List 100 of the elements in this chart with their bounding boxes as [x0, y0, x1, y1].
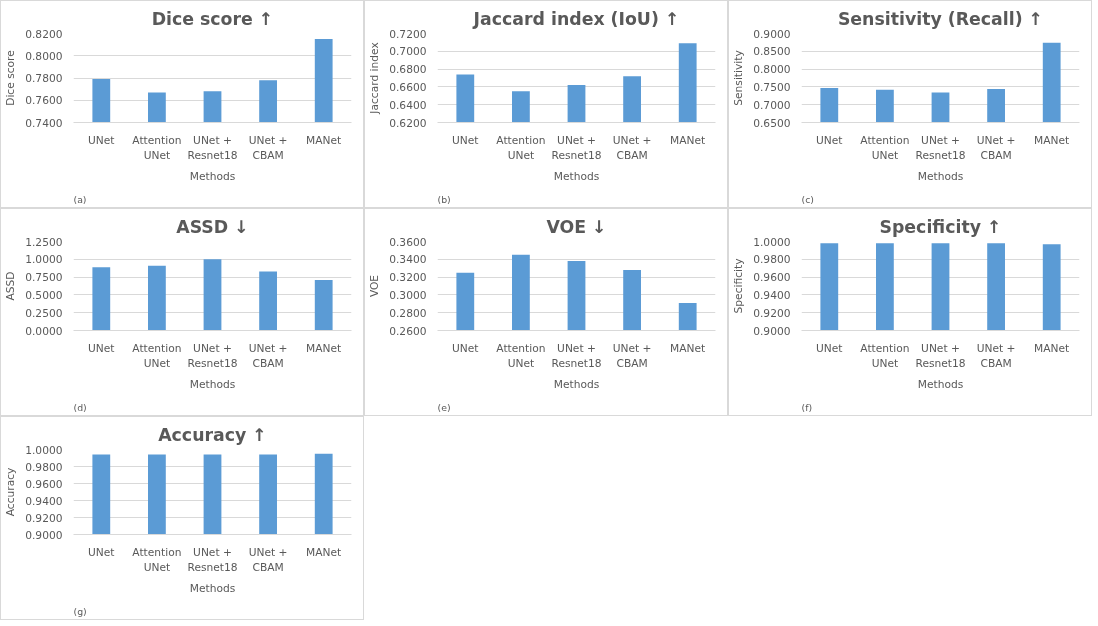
y-tick-label: 0.3400	[389, 253, 427, 267]
y-tick-label: 0.9800	[25, 460, 63, 474]
x-tick-label: Attention UNet	[132, 545, 182, 575]
chart-title: VOE ↓	[546, 216, 607, 237]
x-axis-title: Methods	[553, 378, 600, 392]
y-tick-label: 0.9400	[753, 288, 791, 302]
y-tick-label: 0.8200	[25, 27, 63, 41]
y-tick-label: 0.9000	[25, 528, 63, 542]
chart-title: Jaccard index (IoU) ↑	[472, 8, 680, 29]
x-tick-label: UNet	[88, 545, 115, 559]
y-tick-label: 0.9600	[25, 477, 63, 491]
y-tick-label: 0.3000	[389, 288, 427, 302]
y-tick-label: 0.2500	[25, 306, 63, 320]
x-tick-label: UNet	[452, 133, 479, 147]
x-axis-title: Methods	[917, 378, 964, 392]
y-tick-label: 0.2600	[389, 324, 427, 338]
text: (g)	[73, 605, 87, 617]
y-tick-label: 1.0000	[25, 253, 63, 267]
x-tick-label: Attention UNet	[496, 341, 546, 371]
y-tick-label: 0.7600	[25, 94, 63, 108]
y-tick-label: 0.7000	[389, 45, 427, 59]
y-axis-title: Specificity	[732, 258, 746, 314]
x-tick-label: UNet	[88, 341, 115, 355]
y-tick-label: 0.9800	[753, 253, 791, 267]
x-tick-label: UNet + Resnet18	[551, 133, 602, 163]
y-axis-title: Jaccard index	[368, 42, 382, 115]
y-tick-label: 0.6500	[753, 116, 791, 130]
y-tick-label: 0.7200	[389, 27, 427, 41]
text: (a)	[73, 193, 87, 205]
x-tick-label: UNet	[816, 133, 843, 147]
x-tick-label: UNet + CBAM	[248, 133, 288, 163]
y-tick-label: 0.6600	[389, 80, 427, 94]
chart-title: Dice score ↑	[151, 8, 274, 29]
x-tick-label: UNet + Resnet18	[187, 545, 238, 575]
x-axis-title: Methods	[189, 170, 236, 184]
x-tick-label: UNet + Resnet18	[187, 341, 238, 371]
y-tick-label: 0.9600	[753, 271, 791, 285]
x-tick-label: UNet + Resnet18	[551, 341, 602, 371]
x-tick-label: MANet	[1034, 133, 1070, 147]
y-axis-title: Sensitivity	[732, 50, 746, 106]
y-tick-label: 0.9200	[753, 306, 791, 320]
y-axis-title: Accuracy	[4, 467, 18, 517]
y-tick-label: 0.8000	[25, 49, 63, 63]
x-tick-label: Attention UNet	[860, 341, 910, 371]
y-tick-label: 1.2500	[25, 235, 63, 249]
y-tick-label: 0.5000	[25, 288, 63, 302]
y-tick-label: 0.3600	[389, 235, 427, 249]
x-axis-title: Methods	[189, 378, 236, 392]
y-tick-label: 0.7000	[753, 98, 791, 112]
x-tick-label: UNet + CBAM	[976, 133, 1016, 163]
y-axis-title: VOE	[368, 274, 382, 298]
x-tick-label: Attention UNet	[132, 341, 182, 371]
text: (e)	[437, 401, 451, 413]
x-tick-label: UNet + CBAM	[976, 341, 1016, 371]
y-tick-label: 0.6200	[389, 116, 427, 130]
x-tick-label: UNet + CBAM	[248, 341, 288, 371]
y-tick-label: 0.2800	[389, 306, 427, 320]
x-tick-label: UNet	[452, 341, 479, 355]
y-tick-label: 0.8000	[753, 63, 791, 77]
x-tick-label: UNet + Resnet18	[187, 133, 238, 163]
chart-title: Accuracy ↑	[158, 424, 267, 445]
y-tick-label: 0.6400	[389, 98, 427, 112]
x-tick-label: UNet + CBAM	[612, 341, 652, 371]
y-tick-label: 0.8500	[753, 45, 791, 59]
y-axis-title: ASSD	[4, 271, 18, 301]
x-axis-title: Methods	[553, 170, 600, 184]
y-tick-label: 0.7500	[25, 271, 63, 285]
x-tick-label: MANet	[306, 545, 342, 559]
x-tick-label: UNet + CBAM	[248, 545, 288, 575]
x-tick-label: MANet	[306, 341, 342, 355]
x-tick-label: MANet	[1034, 341, 1070, 355]
y-tick-label: 0.3200	[389, 271, 427, 285]
y-tick-label: 1.0000	[25, 443, 63, 457]
x-axis-title: Methods	[189, 582, 236, 596]
chart-title: Sensitivity (Recall) ↑	[837, 8, 1044, 29]
x-tick-label: Attention UNet	[132, 133, 182, 163]
y-tick-label: 0.9000	[753, 27, 791, 41]
x-tick-label: MANet	[670, 341, 706, 355]
y-tick-label: 0.9400	[25, 494, 63, 508]
x-tick-label: UNet	[816, 341, 843, 355]
y-tick-label: 1.0000	[753, 235, 791, 249]
text: (c)	[801, 193, 814, 205]
y-tick-label: 0.7500	[753, 80, 791, 94]
text: (d)	[73, 401, 87, 413]
y-tick-label: 0.0000	[25, 324, 63, 338]
text: (f)	[801, 401, 813, 413]
y-tick-label: 0.9000	[753, 324, 791, 338]
x-tick-label: Attention UNet	[860, 133, 910, 163]
x-tick-label: Attention UNet	[496, 133, 546, 163]
y-axis-title: Dice score	[4, 50, 18, 106]
x-tick-label: MANet	[306, 133, 342, 147]
x-tick-label: UNet + CBAM	[612, 133, 652, 163]
x-tick-label: UNet	[88, 133, 115, 147]
y-tick-label: 0.6800	[389, 63, 427, 77]
x-tick-label: UNet + Resnet18	[915, 133, 966, 163]
x-tick-label: MANet	[670, 133, 706, 147]
chart-title: Specificity ↑	[879, 216, 1002, 237]
y-tick-label: 0.9200	[25, 511, 63, 525]
y-tick-label: 0.7400	[25, 116, 63, 130]
y-tick-label: 0.7800	[25, 72, 63, 85]
